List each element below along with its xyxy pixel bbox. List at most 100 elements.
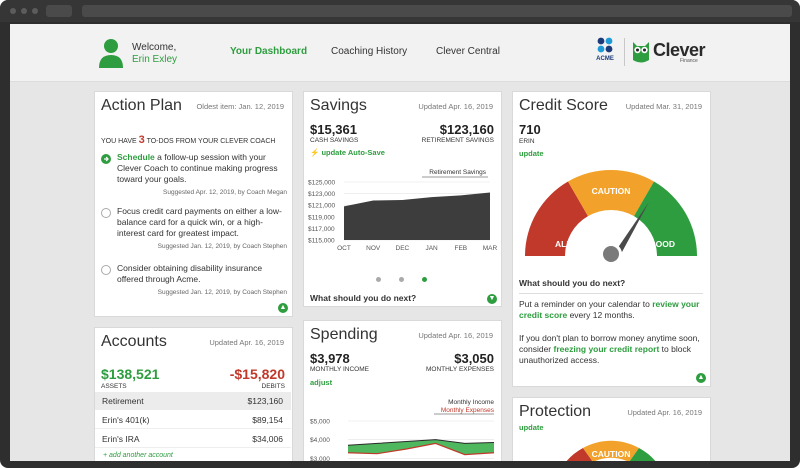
accounts-updated: Updated Apr. 16, 2019 bbox=[209, 338, 284, 347]
credit-tip: If you don't plan to borrow money anytim… bbox=[519, 333, 705, 366]
gauge-hub-inner bbox=[603, 246, 619, 262]
debits-value: -$15,820 bbox=[229, 366, 285, 382]
tip-text: If you don't plan to borrow money anytim… bbox=[519, 333, 700, 354]
todo-item: Focus credit card payments on either a l… bbox=[101, 206, 287, 254]
carousel-dot[interactable] bbox=[376, 277, 381, 282]
freeze-credit-link[interactable]: freezing your credit report bbox=[553, 344, 660, 354]
checkbox-circle-icon[interactable] bbox=[101, 265, 111, 275]
protection-caution-label: CAUTION bbox=[592, 449, 631, 459]
nav-coaching-history[interactable]: Coaching History bbox=[331, 46, 408, 57]
adjust-link[interactable]: adjust bbox=[310, 378, 333, 387]
y-tick-label: $5,000 bbox=[310, 419, 330, 426]
gauge-good-segment bbox=[634, 181, 697, 256]
expenses-line bbox=[347, 442, 495, 456]
clever-brand: Clever bbox=[653, 40, 706, 60]
schedule-link[interactable]: Schedule bbox=[117, 152, 155, 162]
user-name: Erin Exley bbox=[132, 54, 178, 65]
chevron-down-icon[interactable]: ▼ bbox=[487, 294, 497, 304]
acme-logo: ACME bbox=[594, 36, 616, 66]
account-value: $123,160 bbox=[247, 396, 283, 406]
account-row[interactable]: Erin's 401(k) $89,154 bbox=[95, 411, 291, 429]
lightning-icon: ⚡ bbox=[310, 148, 320, 157]
spending-chart: $5,000$4,000$3,000$2,000 Monthly Income … bbox=[310, 399, 495, 461]
chevron-up-icon[interactable]: ▲ bbox=[278, 303, 288, 313]
account-row[interactable]: Erin's IRA $34,006 bbox=[95, 430, 291, 448]
todo-text: Consider obtaining disability insurance … bbox=[117, 263, 263, 284]
todo-count-suffix: TO-DOS FROM YOUR CLEVER COACH bbox=[146, 138, 276, 145]
credit-tip: Put a reminder on your calendar to revie… bbox=[519, 299, 705, 321]
tip-text: to block unauthorized access. bbox=[519, 344, 691, 365]
window-minimize-icon[interactable] bbox=[21, 8, 27, 14]
tip-text: every 12 months. bbox=[567, 310, 635, 320]
action-plan-card: Action Plan Oldest item: Jan. 12, 2019 Y… bbox=[94, 91, 293, 317]
gauge-caution-segment bbox=[568, 170, 654, 217]
retirement-savings-value: $123,160 bbox=[439, 122, 494, 137]
expenses-legend: Monthly Expenses bbox=[441, 407, 495, 414]
credit-gauge: ALERT CAUTION GOOD bbox=[525, 170, 697, 265]
protection-updated: Updated Apr. 16, 2019 bbox=[627, 408, 702, 417]
todo-description: a follow-up session with your Clever Coa… bbox=[117, 152, 278, 184]
arrow-right-circle-icon[interactable] bbox=[101, 154, 111, 164]
gauge-alert-segment bbox=[525, 181, 588, 256]
y-tick-label: $121,000 bbox=[308, 203, 335, 210]
x-tick-label: OCT bbox=[337, 245, 351, 252]
todo-text: Focus credit card payments on either a l… bbox=[117, 206, 282, 238]
window-close-icon[interactable] bbox=[10, 8, 16, 14]
nav-clever-central[interactable]: Clever Central bbox=[436, 46, 500, 57]
user-avatar-icon[interactable] bbox=[98, 38, 124, 68]
x-tick-label: FEB bbox=[454, 245, 467, 252]
account-name: Erin's 401(k) bbox=[102, 415, 150, 425]
browser-chrome bbox=[0, 0, 800, 22]
credit-score-update-link[interactable]: update bbox=[519, 149, 544, 158]
monthly-income-label: MONTHLY INCOME bbox=[310, 366, 369, 373]
retirement-savings-label: RETIREMENT SAVINGS bbox=[421, 137, 494, 144]
todo-meta: Suggested Apr. 12, 2019, by Coach Megan bbox=[163, 189, 287, 196]
todo-count: YOU HAVE 3 TO-DOS FROM YOUR CLEVER COACH bbox=[101, 134, 275, 146]
review-credit-link[interactable]: review your credit score bbox=[519, 299, 700, 320]
accounts-card: Accounts Updated Apr. 16, 2019 $138,521 … bbox=[94, 327, 293, 461]
credit-next-question: What should you do next? bbox=[519, 278, 626, 288]
assets-value: $138,521 bbox=[101, 366, 160, 382]
tip-text: Put a reminder on your calendar to bbox=[519, 299, 653, 309]
clever-owl-icon bbox=[633, 42, 649, 63]
y-tick-label: $3,000 bbox=[310, 456, 330, 461]
account-group-row[interactable]: Retirement $123,160 bbox=[95, 392, 291, 410]
add-account-link[interactable]: + add another account bbox=[103, 452, 173, 459]
savings-legend: Retirement Savings bbox=[429, 169, 486, 176]
auto-save-label: update Auto-Save bbox=[321, 148, 385, 157]
todo-meta: Suggested Jan. 12, 2019, by Coach Stephe… bbox=[157, 289, 287, 296]
x-tick-label: MAR bbox=[483, 245, 498, 252]
nav-your-dashboard[interactable]: Your Dashboard bbox=[230, 46, 308, 57]
carousel-dot[interactable] bbox=[399, 277, 404, 282]
chevron-up-icon[interactable]: ▲ bbox=[696, 373, 706, 383]
carousel-dot-active[interactable] bbox=[422, 277, 427, 282]
checkbox-circle-icon[interactable] bbox=[101, 208, 111, 218]
x-tick-label: JAN bbox=[425, 245, 438, 252]
gauge-caution-label: CAUTION bbox=[592, 186, 631, 196]
account-value: $34,006 bbox=[252, 434, 283, 444]
account-name: Erin's IRA bbox=[102, 434, 140, 444]
credit-score-title: Credit Score bbox=[519, 97, 608, 114]
account-name: Retirement bbox=[102, 396, 144, 406]
x-tick-label: DEC bbox=[396, 245, 410, 252]
action-plan-oldest: Oldest item: Jan. 12, 2019 bbox=[196, 102, 284, 111]
address-bar[interactable] bbox=[82, 5, 792, 17]
protection-caution-segment bbox=[583, 440, 639, 461]
browser-tab[interactable] bbox=[46, 5, 72, 17]
auto-save-link[interactable]: ⚡ update Auto-Save bbox=[310, 148, 385, 157]
protection-update-link[interactable]: update bbox=[519, 423, 544, 432]
todo-count-prefix: YOU HAVE bbox=[101, 138, 137, 145]
y-tick-label: $123,000 bbox=[308, 191, 335, 198]
todo-count-number: 3 bbox=[138, 134, 145, 146]
logo-divider bbox=[624, 38, 625, 66]
spending-updated: Updated Apr. 16, 2019 bbox=[418, 331, 493, 340]
window-maximize-icon[interactable] bbox=[32, 8, 38, 14]
top-navigation: Welcome, Erin Exley Your Dashboard Coach… bbox=[10, 24, 790, 82]
income-legend: Monthly Income bbox=[448, 399, 494, 406]
protection-good-segment bbox=[629, 448, 656, 461]
income-line bbox=[347, 439, 495, 446]
protection-card: Protection Updated Apr. 16, 2019 update … bbox=[512, 397, 711, 461]
todo-item: Consider obtaining disability insurance … bbox=[101, 263, 287, 299]
monthly-expenses-label: MONTHLY EXPENSES bbox=[425, 366, 494, 373]
x-tick-label: NOV bbox=[366, 245, 381, 252]
